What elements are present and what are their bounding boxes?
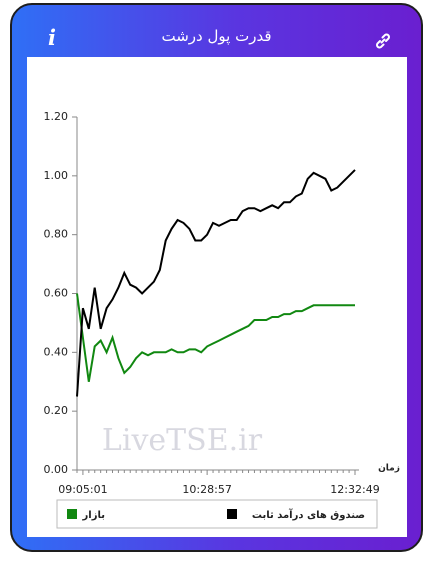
x-tick-label: 12:32:49 bbox=[330, 483, 379, 496]
y-tick-label: 0.40 bbox=[44, 345, 69, 358]
chart-panel: LiveTSE.ir 0.00 0.20 0.40 0.60 0.80 1.00 1.20 09… bbox=[27, 57, 407, 537]
x-tick-label: 10:28:57 bbox=[182, 483, 231, 496]
y-tick-label: 0.00 bbox=[44, 463, 69, 476]
y-tick-label: 0.80 bbox=[44, 228, 69, 241]
chart: LiveTSE.ir 0.00 0.20 0.40 0.60 0.80 1.00 1.20 09… bbox=[44, 110, 400, 529]
widget-title: قدرت پول درشت bbox=[161, 27, 272, 45]
legend-box bbox=[56, 499, 378, 529]
legend-swatch bbox=[227, 509, 237, 519]
link-icon[interactable] bbox=[374, 32, 392, 50]
x-axis-label: زمان bbox=[378, 464, 400, 474]
info-icon[interactable]: i bbox=[48, 25, 56, 50]
series-line bbox=[76, 169, 356, 397]
x-tick-label: 09:05:01 bbox=[58, 483, 107, 496]
legend-label: بازار bbox=[82, 510, 105, 521]
series-line bbox=[76, 293, 355, 382]
legend-swatch bbox=[67, 509, 77, 519]
watermark: LiveTSE.ir bbox=[102, 423, 263, 458]
y-tick-label: 0.60 bbox=[44, 287, 69, 300]
y-tick-label: 1.00 bbox=[44, 169, 69, 182]
y-tick-label: 0.20 bbox=[44, 404, 69, 417]
legend-label: صندوق های درآمد ثابت bbox=[252, 508, 365, 521]
y-tick-label: 1.20 bbox=[44, 110, 69, 123]
widget-card: i قدرت پول درشت LiveTSE.ir 0.00 0.20 0.40 0.… bbox=[10, 3, 423, 552]
